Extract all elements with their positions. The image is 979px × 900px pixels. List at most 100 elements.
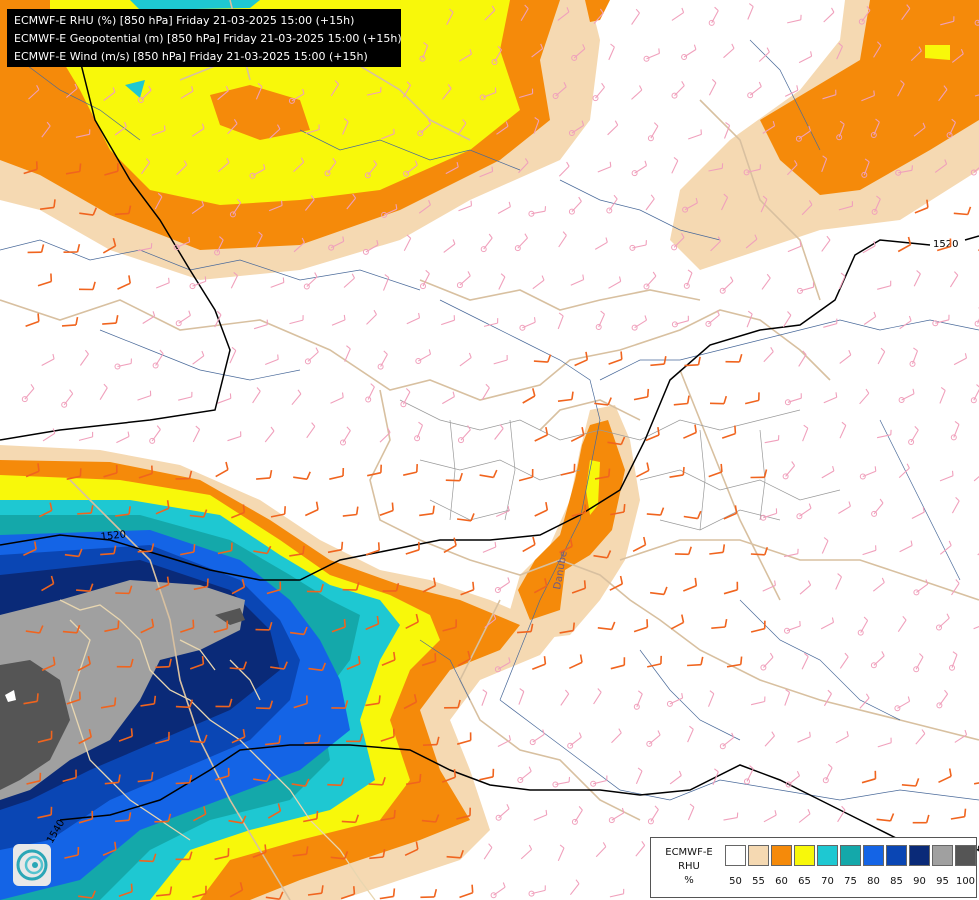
wind-barb-staff (559, 629, 574, 634)
wind-barb-feather (344, 700, 349, 709)
wind-barb-feather (840, 272, 846, 277)
wind-barb-feather (600, 310, 605, 315)
wind-barb-feather (881, 577, 885, 583)
wind-barb-feather (317, 734, 321, 743)
wind-barb-staff (899, 320, 912, 330)
wind-barb-staff (760, 199, 768, 213)
wind-barb-staff (901, 8, 911, 21)
wind-barb-staff (496, 125, 509, 135)
wind-barb-staff (915, 733, 926, 745)
wind-barb-feather (128, 205, 132, 214)
wind-barb-feather (470, 513, 475, 522)
wind-barb-feather (543, 656, 547, 665)
wind-barb-feather (413, 694, 418, 703)
wind-barb-staff (783, 553, 798, 558)
wind-barb-staff (229, 350, 237, 364)
wind-barb-feather (485, 383, 490, 389)
wind-barb-staff (859, 392, 870, 405)
wind-calm-marker (491, 59, 498, 65)
wind-barb-feather (395, 204, 398, 210)
wind-barb-feather (562, 231, 567, 236)
wind-barb-feather (738, 353, 743, 363)
wind-barb-feather (415, 613, 419, 623)
wind-barb-staff (193, 813, 207, 822)
wind-barb-staff (456, 814, 471, 820)
wind-barb-staff (330, 83, 340, 97)
wind-barb-feather (300, 157, 305, 163)
wind-barb-staff (571, 587, 586, 594)
wind-barb-staff (403, 701, 417, 710)
wind-barb-staff (862, 245, 876, 254)
wind-calm-marker (417, 130, 424, 137)
wind-barb-staff (835, 576, 843, 590)
wind-barb-staff (104, 170, 119, 176)
wind-barb-staff (951, 500, 960, 514)
wind-barb-feather (157, 192, 163, 198)
wind-barb-staff (822, 94, 837, 100)
wind-barb-staff (137, 247, 152, 252)
wind-barb-staff (78, 818, 93, 824)
wind-calm-marker (836, 134, 843, 141)
wind-barb-staff (459, 357, 472, 367)
wind-barb-feather (873, 240, 876, 247)
wind-barb-feather (370, 383, 375, 388)
wind-barb-feather (168, 277, 170, 283)
wind-barb-staff (342, 513, 357, 517)
wind-barb-feather (639, 85, 643, 91)
wind-calm-marker (871, 510, 878, 517)
wind-calm-marker (705, 320, 712, 327)
wind-barb-feather (92, 281, 96, 290)
wind-barb-feather (524, 4, 529, 9)
wind-barb-feather (78, 548, 83, 557)
wind-calm-marker (970, 169, 977, 176)
wind-barb-feather (569, 538, 573, 547)
wind-barb-staff (37, 280, 52, 287)
wind-barb-feather (488, 843, 493, 848)
wind-barb-feather (283, 506, 286, 515)
wind-barb-feather (944, 689, 949, 695)
wind-calm-marker (666, 700, 673, 707)
wind-barb-feather (168, 658, 172, 667)
wind-barb-staff (839, 354, 852, 364)
wind-barb-feather (566, 161, 570, 167)
wind-barb-staff (265, 742, 280, 746)
wind-barb-staff (784, 89, 799, 97)
wind-barb-feather (717, 236, 722, 242)
wind-barb-staff (215, 469, 229, 478)
wind-barb-staff (270, 281, 284, 288)
wind-barb-staff (442, 88, 452, 100)
wind-barb-staff (635, 770, 643, 785)
wind-barb-staff (821, 470, 835, 479)
legend-title-unit: % (684, 875, 694, 886)
wind-barb-staff (441, 776, 456, 783)
wind-calm-marker (747, 92, 754, 99)
wind-barb-feather (948, 540, 952, 546)
wind-calm-marker (494, 666, 501, 673)
wind-barb-feather (597, 688, 602, 693)
wind-barb-staff (405, 621, 419, 630)
wind-barb-feather (266, 545, 272, 554)
wind-barb-feather (493, 614, 497, 620)
wind-barb-staff (636, 469, 650, 478)
wind-barb-staff (214, 314, 222, 328)
wind-barb-feather (799, 241, 802, 247)
wind-barb-feather (418, 421, 423, 426)
wind-barb-feather (832, 465, 835, 472)
wind-barb-staff (787, 245, 802, 253)
wind-calm-marker (303, 283, 310, 290)
wind-barb-staff (442, 396, 455, 405)
wind-barb-staff (445, 479, 460, 482)
wind-barb-feather (762, 195, 768, 200)
wind-barb-feather (763, 469, 768, 478)
wind-barb-staff (934, 163, 947, 173)
wind-barb-staff (687, 729, 694, 743)
wind-barb-staff (798, 813, 811, 823)
wind-barb-staff (214, 855, 229, 861)
wind-barb-feather (863, 616, 868, 621)
wind-barb-feather (864, 158, 870, 163)
wind-barb-staff (497, 739, 511, 747)
wind-barb-staff (37, 814, 52, 819)
wind-calm-marker (719, 743, 726, 750)
wind-barb-feather (123, 121, 127, 127)
wind-barb-feather (53, 199, 56, 208)
